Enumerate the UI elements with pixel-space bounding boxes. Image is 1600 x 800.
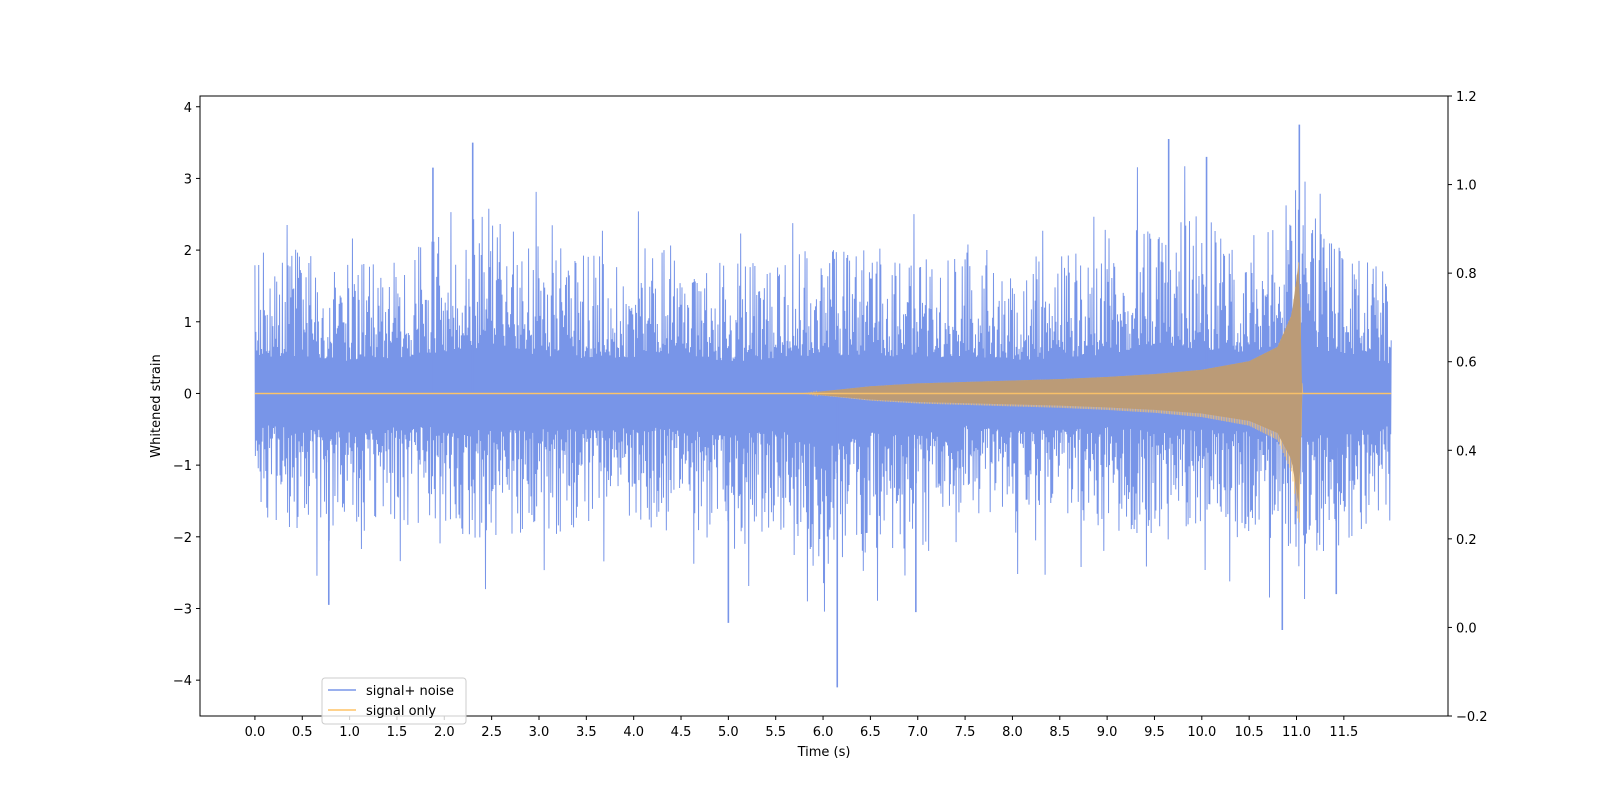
x-tick-label: 1.0: [339, 725, 360, 740]
y2-tick-label: 0.2: [1456, 533, 1477, 548]
x-tick-label: 8.0: [1002, 725, 1023, 740]
legend: signal+ noise signal only: [321, 677, 467, 725]
x-tick-label: 10.0: [1187, 725, 1216, 740]
x-tick-label: 8.5: [1049, 725, 1070, 740]
legend-label-signal-plus-noise: signal+ noise: [366, 684, 454, 699]
y-axis-right: 1.2 1.0 0.8 0.6 0.4 0.2 0.0 −0.2: [1448, 90, 1488, 725]
x-tick-label: 1.5: [387, 725, 408, 740]
x-tick-label: 2.0: [434, 725, 455, 740]
y2-tick-label: 0.4: [1456, 444, 1477, 459]
y-tick-label: −3: [173, 602, 192, 617]
noise-trace: [254, 166, 1392, 612]
x-tick-label: 11.0: [1282, 725, 1311, 740]
plot-frame: [199, 95, 1449, 717]
x-tick-label: 2.5: [481, 725, 502, 740]
y2-tick-label: 1.2: [1456, 90, 1477, 105]
y-tick-label: −2: [173, 531, 192, 546]
y2-tick-label: 0.6: [1456, 356, 1477, 371]
y2-tick-label: 1.0: [1456, 179, 1477, 194]
signal-plus-noise-series: [254, 124, 1392, 688]
y-axis-left: 4 3 2 1 0 −1 −2 −3 −4: [173, 101, 200, 689]
x-axis: 0.0 0.5 1.0 1.5 2.0 2.5 3.0 3.5 4.0 4.5 5.0 5.5 6.0 6…: [245, 716, 1358, 740]
x-axis-label: Time (s): [797, 745, 851, 760]
x-tick-label: 9.5: [1144, 725, 1165, 740]
x-tick-label: 4.0: [623, 725, 644, 740]
y2-tick-label: 0.0: [1456, 621, 1477, 636]
x-tick-label: 5.5: [765, 725, 786, 740]
x-tick-label: 7.0: [907, 725, 928, 740]
y2-tick-label: 0.8: [1456, 267, 1477, 282]
y-tick-label: 2: [184, 244, 192, 259]
signal-envelope: [254, 264, 1392, 504]
y-tick-label: 0: [184, 387, 192, 402]
x-tick-label: 7.5: [955, 725, 976, 740]
legend-box: [321, 677, 467, 725]
signal-only-series: [254, 262, 1392, 523]
x-tick-label: 0.0: [245, 725, 266, 740]
x-tick-label: 6.0: [813, 725, 834, 740]
x-tick-label: 3.0: [529, 725, 550, 740]
y-tick-label: −4: [173, 674, 192, 689]
x-tick-label: 9.0: [1097, 725, 1118, 740]
x-tick-label: 0.5: [292, 725, 313, 740]
legend-label-signal-only: signal only: [366, 704, 436, 719]
y2-tick-label: −0.2: [1456, 710, 1488, 725]
y-tick-label: −1: [173, 459, 192, 474]
x-tick-label: 11.5: [1329, 725, 1358, 740]
x-tick-label: 5.0: [718, 725, 739, 740]
x-tick-label: 3.5: [576, 725, 597, 740]
x-tick-label: 10.5: [1235, 725, 1264, 740]
y-tick-label: 4: [184, 101, 192, 116]
x-tick-label: 6.5: [860, 725, 881, 740]
x-tick-label: 4.5: [671, 725, 692, 740]
y-axis-label: Whitened strain: [149, 354, 164, 457]
y-tick-label: 1: [184, 316, 192, 331]
y-tick-label: 3: [184, 172, 192, 187]
